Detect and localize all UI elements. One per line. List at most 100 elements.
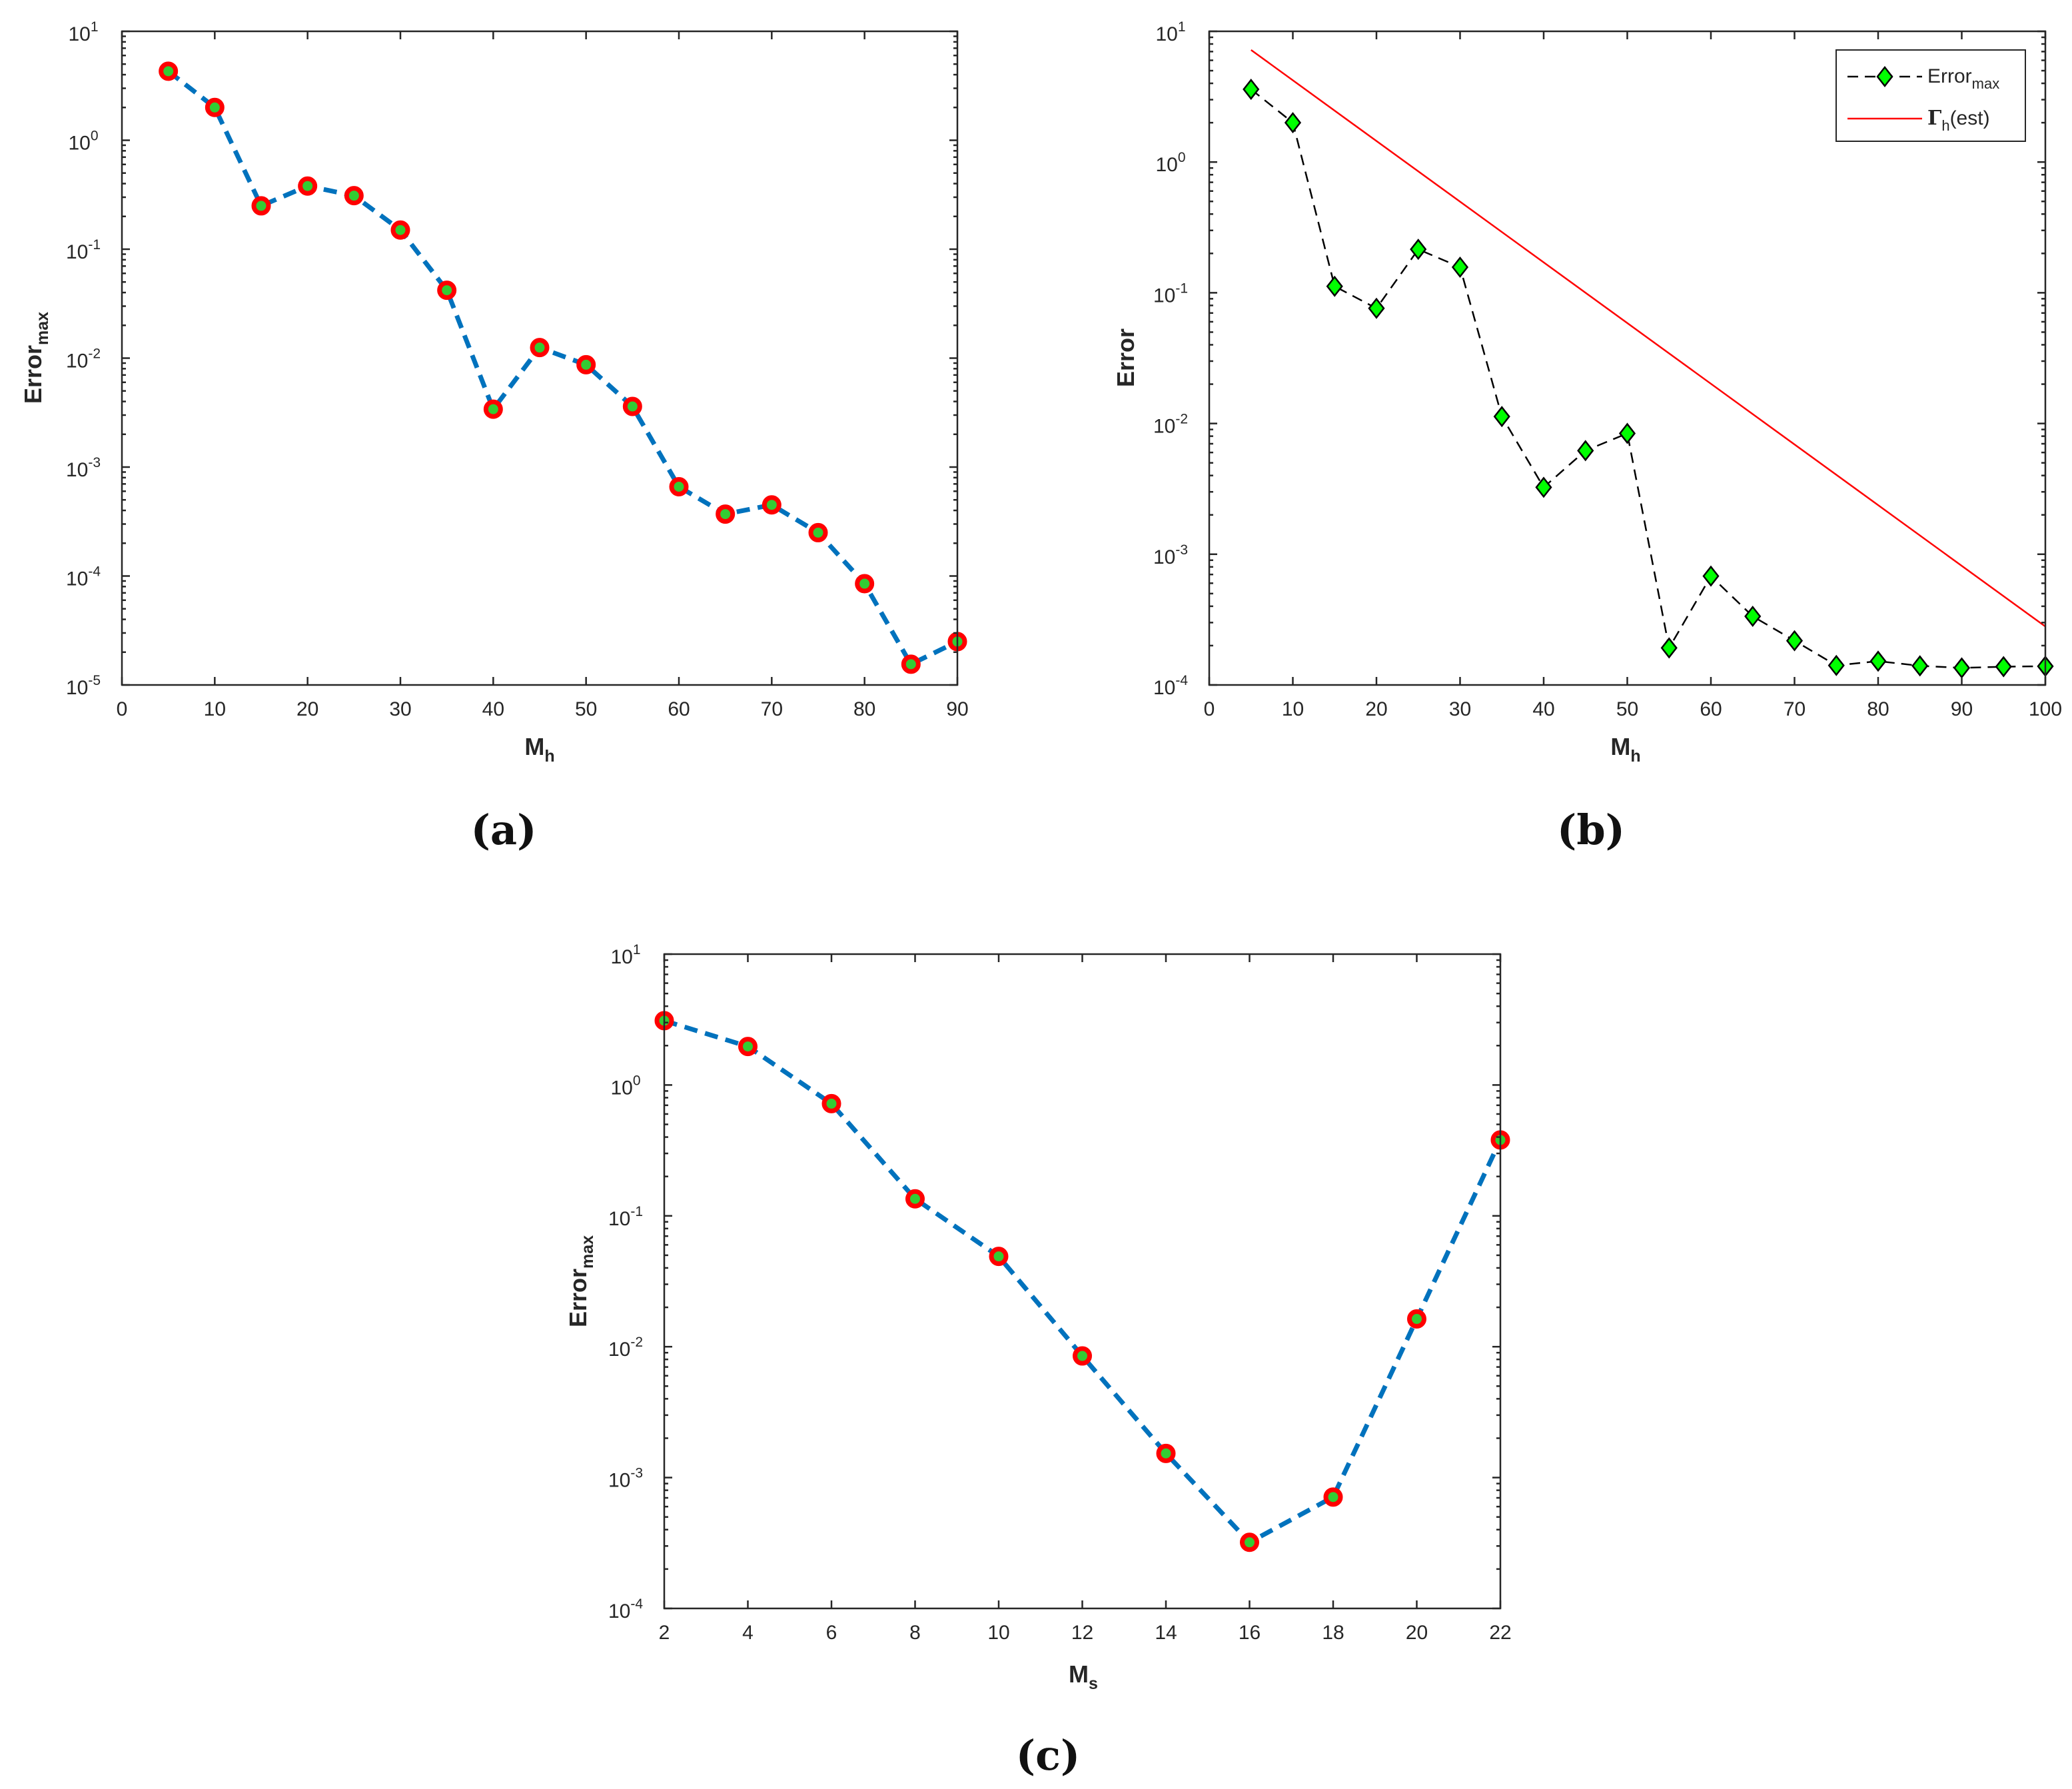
x-tick-label: 16: [1239, 1622, 1261, 1644]
x-tick-label: 10: [987, 1622, 1009, 1644]
y-tick-label: 100: [610, 1073, 640, 1099]
y-tick-label: 10-4: [608, 1596, 643, 1622]
panel-c-label: (c): [1016, 1731, 1080, 1780]
y-tick-label: 10-3: [66, 455, 101, 481]
y-tick-label: 100: [68, 129, 98, 155]
x-tick-label: 4: [742, 1622, 754, 1644]
y-tick-label: 10-1: [66, 237, 101, 263]
y-tick-label: 101: [1155, 19, 1185, 45]
data-point: [437, 281, 457, 300]
panel-c-chart: 2 4 6 8 10 12 14 16 18 20 22 10-4 10-3 10-2 10-1 100 101…: [564, 942, 1512, 1780]
panel-b-chart: 0 10 20 30 40 50 60 70 80 90 100 10-4 10-3 10-2 10-1 10…: [1112, 19, 2062, 854]
y-tick-label: 10-1: [1153, 281, 1188, 306]
data-point: [821, 1093, 841, 1113]
data-point: [1702, 565, 1720, 587]
y-tick-label: 10-1: [608, 1204, 643, 1230]
x-tick-label: 8: [909, 1622, 921, 1644]
data-point: [1240, 1532, 1259, 1552]
y-tick-label: 10-5: [66, 673, 101, 699]
panel-c-xlabel: Ms: [1069, 1660, 1098, 1693]
y-tick-label: 100: [1155, 150, 1185, 176]
series-line: [167, 69, 959, 668]
data-point: [1156, 1443, 1176, 1463]
data-point: [1577, 440, 1594, 462]
x-tick-label: 18: [1322, 1622, 1344, 1644]
panel-a-ylabel: Errormax: [19, 312, 52, 404]
x-tick-label: 14: [1155, 1622, 1177, 1644]
data-point: [989, 1247, 1009, 1267]
series-line: [1251, 89, 2046, 669]
data-point: [483, 399, 503, 419]
panel-c-ticks: 2 4 6 8 10 12 14 16 18 20 22 10-4 10-3 10-2 10-1 100 101: [608, 942, 1512, 1644]
x-tick-label: 20: [1406, 1622, 1428, 1644]
data-point: [1493, 406, 1510, 428]
x-tick-label: 90: [946, 698, 968, 720]
x-tick-label: 6: [826, 1622, 837, 1644]
data-point: [1407, 1309, 1426, 1329]
x-tick-label: 60: [668, 698, 690, 720]
y-tick-label: 10-2: [1153, 412, 1188, 438]
series-line: [663, 1018, 1503, 1546]
y-tick-label: 101: [610, 942, 640, 968]
x-tick-label: 70: [1784, 698, 1806, 720]
x-tick-label: 0: [117, 698, 128, 720]
data-point: [1243, 79, 1260, 101]
legend-entry-error: Errormax: [1927, 65, 1999, 92]
data-point: [901, 654, 921, 674]
panel-c-ylabel: Errormax: [564, 1235, 597, 1327]
x-tick-label: 90: [1951, 698, 1973, 720]
y-tick-label: 10-3: [1153, 542, 1188, 568]
data-point: [344, 186, 364, 206]
data-point: [905, 1189, 925, 1209]
data-point: [1451, 256, 1469, 278]
y-tick-label: 10-4: [66, 564, 101, 590]
data-point: [1368, 297, 1385, 319]
data-point: [205, 97, 225, 117]
data-point: [530, 338, 550, 358]
x-tick-label: 10: [1282, 698, 1304, 720]
x-tick-label: 50: [575, 698, 597, 720]
x-tick-label: 80: [853, 698, 875, 720]
panel-b-label: (b): [1557, 806, 1625, 854]
panel-b-ylabel: Error: [1112, 328, 1139, 387]
x-tick-label: 60: [1700, 698, 1722, 720]
data-point: [1073, 1346, 1092, 1366]
panel-b-xlabel: Mh: [1610, 733, 1640, 766]
panel-a-plot-area: [159, 61, 967, 674]
data-point: [251, 196, 271, 216]
x-tick-label: 30: [1449, 698, 1471, 720]
x-tick-label: 20: [296, 698, 318, 720]
data-point: [1995, 656, 2012, 678]
estimate-line: [1251, 49, 2046, 628]
y-tick-label: 10-3: [608, 1466, 643, 1492]
data-point: [738, 1037, 758, 1057]
legend-diamond-marker: [1876, 65, 1893, 88]
y-tick-label: 10-4: [1153, 673, 1188, 699]
x-tick-label: 100: [2029, 698, 2062, 720]
x-tick-label: 20: [1365, 698, 1387, 720]
x-tick-label: 0: [1204, 698, 1215, 720]
x-tick-label: 70: [761, 698, 783, 720]
x-tick-label: 12: [1071, 1622, 1093, 1644]
data-point: [1323, 1487, 1343, 1507]
data-point: [1744, 605, 1762, 628]
data-point: [716, 504, 736, 524]
data-point: [1786, 630, 1804, 652]
data-point: [390, 220, 410, 240]
data-point: [159, 61, 179, 81]
data-point: [576, 354, 596, 374]
data-point: [762, 495, 781, 515]
x-tick-label: 10: [204, 698, 226, 720]
data-point: [808, 522, 828, 542]
panel-b-legend: Errormax Γh(est): [1835, 49, 2026, 142]
data-point: [669, 477, 689, 497]
data-point: [1869, 650, 1887, 672]
data-point: [1284, 112, 1302, 134]
x-tick-label: 80: [1867, 698, 1889, 720]
data-point: [855, 574, 875, 594]
legend-entry-estimate: Γh(est): [1927, 107, 1990, 134]
x-tick-label: 2: [659, 1622, 670, 1644]
panel-a-label: (a): [471, 806, 537, 854]
y-tick-label: 10-2: [66, 346, 101, 372]
data-point: [1410, 239, 1427, 261]
